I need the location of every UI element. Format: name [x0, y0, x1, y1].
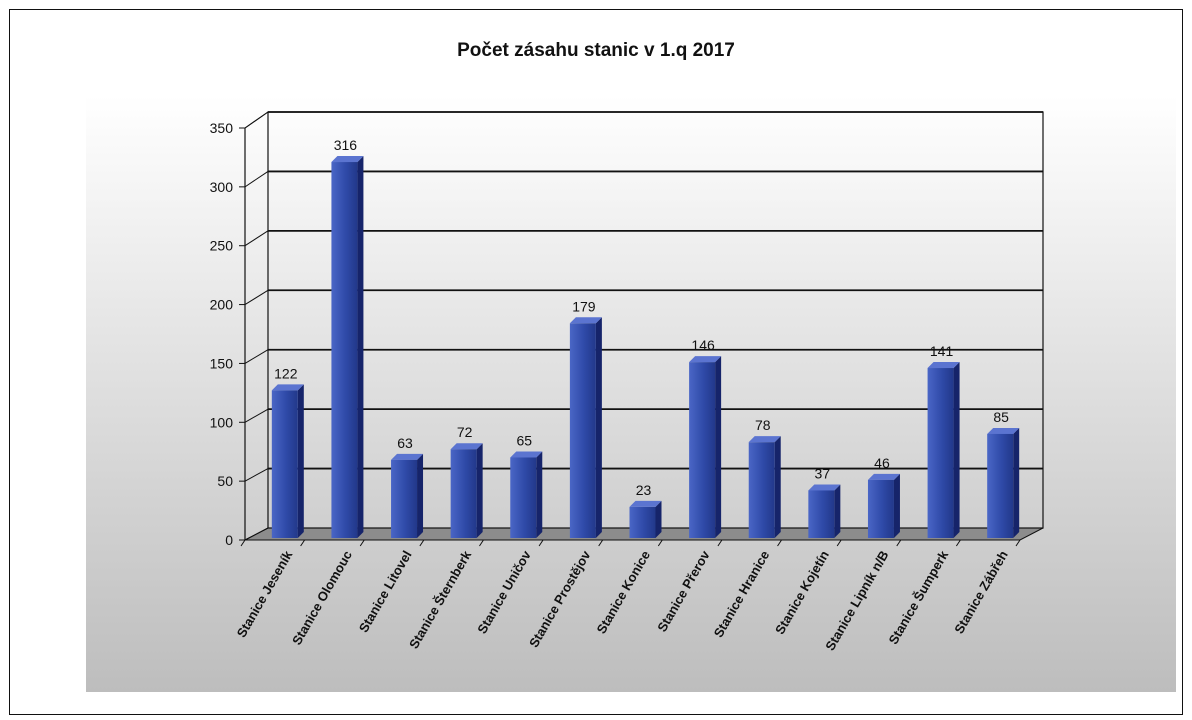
bar-side [536, 451, 543, 538]
bar-top [748, 436, 781, 443]
bar-side [893, 473, 900, 538]
y-tick-label: 150 [210, 355, 234, 371]
y-tick-label: 300 [210, 179, 234, 195]
x-tick-mark [1015, 539, 1021, 547]
x-tick-mark [896, 539, 902, 547]
bar-top [927, 362, 960, 369]
bar-side [297, 384, 304, 538]
plot-background [86, 96, 1176, 692]
data-label: 46 [874, 455, 890, 471]
bar-front [748, 442, 775, 538]
bar-side [357, 156, 364, 538]
data-label: 85 [993, 409, 1009, 425]
x-tick-mark [419, 539, 425, 547]
bar [510, 451, 543, 538]
gridline-side [244, 230, 269, 247]
gridline-side [244, 408, 269, 423]
gridline-side [244, 111, 269, 129]
bar-front [867, 479, 894, 538]
x-tick-mark [777, 539, 782, 547]
y-tick-label: 100 [210, 414, 234, 430]
bar-front [808, 490, 835, 538]
bar-side [953, 362, 960, 538]
bar-top [331, 156, 364, 163]
bar-side [715, 356, 722, 538]
x-tick-mark [598, 539, 604, 547]
data-label: 63 [397, 435, 413, 451]
data-label: 146 [691, 337, 715, 353]
bar [450, 443, 483, 538]
bar [331, 156, 364, 538]
bar-top [391, 453, 424, 460]
bar-top [271, 384, 304, 391]
y-tick-label: 50 [217, 473, 233, 489]
data-label: 37 [815, 465, 831, 481]
bar-top [510, 451, 543, 458]
bar [629, 500, 662, 538]
bar [748, 436, 781, 538]
x-tick-mark [657, 539, 663, 547]
bar-side [417, 453, 424, 538]
bar-front [510, 457, 537, 538]
bar-top [987, 427, 1020, 434]
gridline-side [244, 349, 269, 364]
bar-side [476, 443, 483, 538]
bar-front [391, 459, 418, 538]
bar-side [834, 484, 841, 538]
y-tick-label: 250 [210, 238, 234, 254]
x-tick-mark [479, 539, 484, 547]
x-tick-mark [240, 539, 246, 547]
data-label: 78 [755, 417, 771, 433]
bar-front [987, 433, 1014, 538]
x-tick-mark [359, 539, 365, 547]
bar-side [655, 500, 662, 538]
y-tick-label: 200 [210, 297, 234, 313]
data-label: 72 [457, 424, 473, 440]
data-label: 141 [930, 343, 954, 359]
bar-side [1013, 427, 1020, 538]
data-label: 65 [516, 432, 532, 448]
x-tick-mark [300, 539, 306, 547]
bar-top [867, 473, 900, 480]
bar-front [569, 323, 596, 538]
bar [808, 484, 841, 538]
x-tick-mark [955, 539, 961, 547]
x-tick-mark [836, 539, 842, 547]
bar-top [808, 484, 841, 491]
bar [569, 317, 602, 538]
chart-title: Počet zásahu stanic v 1.q 2017 [457, 40, 735, 61]
bar-front [450, 449, 477, 538]
y-tick-label: 0 [225, 532, 233, 548]
gridline-side [244, 171, 269, 188]
bar-front [629, 506, 656, 538]
bar [867, 473, 900, 538]
x-tick-mark [717, 539, 723, 547]
bar [987, 427, 1020, 538]
bar-front [927, 368, 954, 538]
gridline-side [244, 468, 269, 482]
data-label: 316 [334, 137, 358, 153]
bar-front [271, 390, 298, 538]
bar-top [569, 317, 602, 324]
gridline-side [244, 527, 269, 541]
y-tick-label: 350 [210, 120, 234, 136]
bar-top [689, 356, 722, 363]
bar-front [689, 362, 716, 538]
bar [927, 362, 960, 538]
bar [689, 356, 722, 538]
bar-side [774, 436, 781, 538]
bar [391, 453, 424, 538]
gridline-side [244, 289, 269, 305]
bar-top [450, 443, 483, 450]
data-label: 23 [636, 482, 652, 498]
data-label: 179 [572, 298, 596, 314]
x-tick-mark [538, 539, 544, 547]
bar-side [595, 317, 602, 538]
data-label: 122 [274, 365, 298, 381]
bar-front [331, 162, 358, 538]
bar [271, 384, 304, 538]
bar-top [629, 500, 662, 507]
